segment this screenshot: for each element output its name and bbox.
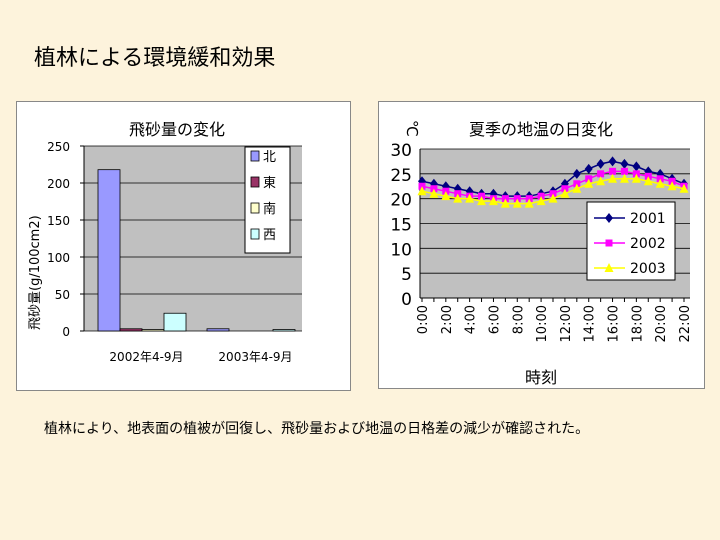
point-2001 bbox=[620, 158, 629, 169]
sand-chart-panel: 飛砂量の変化 飛砂量(g/100cm2) 0 50 100 150 200 250 200… bbox=[16, 101, 351, 391]
legend-label: 2003 bbox=[630, 261, 666, 277]
slide-caption: 植林により、地表面の植被が回復し、飛砂量および地温の日格差の減少が確認された。 bbox=[44, 421, 590, 437]
legend-label: 北 bbox=[263, 150, 276, 165]
legend: 2001 2002 2003 bbox=[586, 201, 676, 281]
bar-東-0 bbox=[119, 328, 143, 332]
point-2003 bbox=[560, 188, 570, 198]
point-2003 bbox=[619, 173, 629, 183]
chart-title: 夏季の地温の日変化 bbox=[469, 120, 613, 139]
point-2001 bbox=[608, 156, 617, 167]
x-tick-label: 8:00 bbox=[511, 305, 526, 334]
x-tick-label: 6:00 bbox=[487, 305, 502, 334]
y-axis-label: 飛砂量(g/100cm2) bbox=[28, 215, 43, 330]
legend-label: 2001 bbox=[630, 211, 666, 227]
point-2001 bbox=[584, 163, 593, 174]
x-axis-label: 時刻 bbox=[525, 368, 557, 387]
point-2003 bbox=[572, 183, 582, 193]
legend-marker bbox=[604, 263, 614, 272]
y-tick-label: 25 bbox=[390, 166, 412, 186]
point-2003 bbox=[417, 186, 427, 196]
y-tick-label: 10 bbox=[390, 240, 412, 260]
y-tick-label: 100 bbox=[47, 251, 70, 265]
point-2003 bbox=[631, 173, 641, 183]
point-2003 bbox=[465, 193, 475, 203]
legend-label: 2002 bbox=[630, 236, 666, 252]
x-tick-label: 2:00 bbox=[440, 305, 455, 334]
x-tick-label: 0:00 bbox=[416, 305, 431, 334]
y-tick-label: 0 bbox=[401, 290, 412, 310]
x-tick-label: 20:00 bbox=[654, 305, 669, 342]
point-2001 bbox=[596, 158, 605, 169]
x-tick-label: 4:00 bbox=[464, 305, 479, 334]
point-2003 bbox=[500, 198, 510, 208]
x-tick-label: 18:00 bbox=[630, 305, 645, 342]
y-tick-label: 250 bbox=[47, 140, 70, 154]
x-tick-label: 2003年4-9月 bbox=[218, 350, 292, 364]
x-tick-label: 12:00 bbox=[559, 305, 574, 342]
bar-北-1 bbox=[206, 328, 230, 332]
point-2003 bbox=[477, 196, 487, 206]
y-tick-label: 20 bbox=[390, 191, 412, 211]
x-tick-label: 14:00 bbox=[583, 305, 598, 342]
y-tick-label: 150 bbox=[47, 214, 70, 228]
y-tick-label: 0 bbox=[62, 325, 70, 339]
legend-label: 西 bbox=[263, 228, 276, 243]
y-tick-label: 15 bbox=[390, 216, 412, 236]
point-2003 bbox=[655, 178, 665, 188]
point-2002 bbox=[597, 170, 605, 178]
legend-label: 南 bbox=[263, 201, 276, 217]
point-2003 bbox=[488, 196, 498, 206]
point-2003 bbox=[643, 176, 653, 186]
point-2003 bbox=[429, 188, 439, 198]
point-2003 bbox=[596, 176, 606, 186]
point-2003 bbox=[667, 181, 677, 191]
x-tick-label: 2002年4-9月 bbox=[109, 350, 183, 364]
legend-marker bbox=[605, 213, 613, 223]
point-2001 bbox=[632, 161, 641, 172]
x-tick-label: 16:00 bbox=[607, 305, 622, 342]
bar-南-0 bbox=[141, 329, 165, 332]
point-2003 bbox=[548, 193, 558, 203]
point-2003 bbox=[584, 178, 594, 188]
bar-西-1 bbox=[272, 329, 296, 332]
point-2003 bbox=[608, 173, 618, 183]
y-tick-label: 5 bbox=[401, 265, 412, 285]
y-tick-label: 30 bbox=[390, 141, 412, 161]
legend-marker bbox=[605, 239, 613, 247]
legend-swatch bbox=[250, 176, 260, 188]
point-2003 bbox=[453, 193, 463, 203]
x-tick-label: 22:00 bbox=[678, 305, 693, 342]
slide-title: 植林による環境緩和効果 bbox=[34, 46, 276, 71]
point-2003 bbox=[536, 196, 546, 206]
point-2003 bbox=[441, 191, 451, 201]
x-tick-label: 10:00 bbox=[535, 305, 550, 342]
y-tick-label: 200 bbox=[47, 177, 70, 191]
bar-西-0 bbox=[163, 312, 187, 332]
legend-swatch bbox=[250, 150, 260, 162]
point-2002 bbox=[620, 167, 628, 175]
point-2002 bbox=[609, 167, 617, 175]
legend-box bbox=[586, 201, 676, 281]
point-2001 bbox=[656, 168, 665, 179]
legend-label: 東 bbox=[263, 175, 276, 191]
sand-flux-chart: 飛砂量の変化 飛砂量(g/100cm2) 0 50 100 150 200 250 200… bbox=[28, 120, 302, 364]
point-2001 bbox=[572, 168, 581, 179]
bar-北-0 bbox=[97, 169, 121, 332]
point-2003 bbox=[679, 183, 689, 193]
ground-temp-chart: 夏季の地温の日変化 ℃ 時刻 0 5 10 15 20 25 30 0:00 2:00 4:00… bbox=[390, 120, 693, 387]
y-axis-label: ℃ bbox=[403, 120, 421, 137]
temp-chart-panel: 夏季の地温の日変化 ℃ 時刻 0 5 10 15 20 25 30 0:00 2:00 4:00… bbox=[378, 101, 705, 389]
chart-title: 飛砂量の変化 bbox=[129, 120, 225, 139]
y-tick-label: 50 bbox=[55, 288, 70, 302]
legend-swatch bbox=[250, 202, 260, 214]
point-2003 bbox=[524, 198, 534, 208]
point-2003 bbox=[512, 198, 522, 208]
legend-swatch bbox=[250, 228, 260, 240]
